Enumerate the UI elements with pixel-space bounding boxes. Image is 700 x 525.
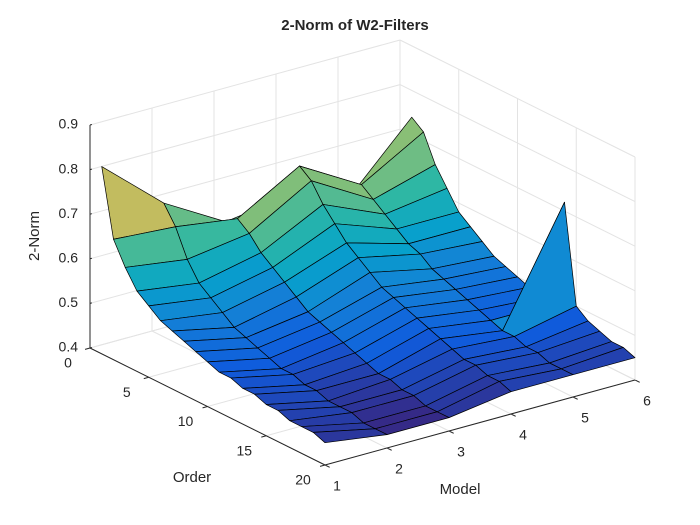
grid-line bbox=[399, 84, 636, 203]
tick-mark bbox=[510, 413, 516, 417]
y-tick-label: 15 bbox=[236, 442, 252, 458]
z-tick-label: 0.9 bbox=[59, 116, 79, 132]
x-axis-label: Model bbox=[440, 481, 481, 498]
z-tick-label: 0.4 bbox=[59, 339, 79, 355]
tick-mark bbox=[572, 396, 578, 400]
tick-mark bbox=[143, 376, 149, 380]
z-tick-label: 0.5 bbox=[59, 294, 79, 310]
y-axis-label: Order bbox=[173, 469, 211, 486]
z-tick-label: 0.7 bbox=[59, 205, 79, 221]
y-tick-label: 10 bbox=[178, 413, 194, 429]
x-tick-label: 4 bbox=[519, 427, 527, 443]
tick-mark bbox=[324, 464, 330, 468]
surface-face bbox=[312, 428, 388, 444]
grid-line bbox=[399, 128, 636, 247]
tick-mark bbox=[634, 379, 640, 383]
tick-mark bbox=[319, 464, 326, 467]
tick-mark bbox=[448, 430, 454, 434]
grid-line bbox=[399, 39, 636, 158]
y-tick-label: 5 bbox=[123, 384, 131, 400]
y-tick-label: 0 bbox=[64, 355, 72, 371]
grid-line bbox=[89, 84, 401, 171]
tick-mark bbox=[84, 347, 91, 350]
x-tick-label: 6 bbox=[643, 393, 651, 409]
x-axis-line bbox=[324, 379, 636, 466]
z-tick-label: 0.6 bbox=[59, 250, 79, 266]
x-tick-label: 2 bbox=[395, 461, 403, 477]
chart-title: 2-Norm of W2-Filters bbox=[281, 17, 429, 34]
z-axis-label: 2-Norm bbox=[26, 211, 43, 261]
tick-mark bbox=[386, 447, 392, 451]
x-tick-label: 5 bbox=[581, 410, 589, 426]
x-tick-label: 3 bbox=[457, 444, 465, 460]
tick-mark bbox=[89, 124, 92, 126]
y-axis-line bbox=[89, 347, 326, 466]
tick-mark bbox=[261, 435, 267, 438]
grid-line bbox=[89, 39, 401, 126]
y-tick-label: 20 bbox=[295, 472, 311, 488]
tick-mark bbox=[202, 406, 208, 409]
x-tick-label: 1 bbox=[333, 478, 341, 494]
z-tick-label: 0.8 bbox=[59, 160, 79, 176]
